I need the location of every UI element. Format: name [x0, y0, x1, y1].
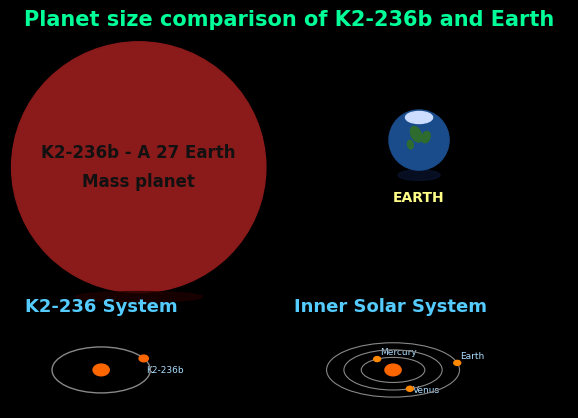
Text: Mercury: Mercury — [380, 348, 417, 357]
Text: K2-236 System: K2-236 System — [25, 298, 177, 316]
Ellipse shape — [398, 170, 440, 180]
Circle shape — [139, 355, 149, 362]
Ellipse shape — [407, 140, 413, 149]
Text: EARTH: EARTH — [393, 191, 445, 205]
Text: K2-236b - A 27 Earth: K2-236b - A 27 Earth — [42, 143, 236, 162]
Circle shape — [406, 386, 413, 391]
Text: Venus: Venus — [413, 386, 440, 395]
Ellipse shape — [422, 131, 430, 143]
Text: K2-236b: K2-236b — [147, 366, 184, 375]
Circle shape — [385, 364, 401, 376]
Ellipse shape — [389, 110, 449, 170]
Circle shape — [374, 357, 381, 362]
Ellipse shape — [410, 126, 422, 142]
Ellipse shape — [75, 292, 202, 302]
Text: Mass planet: Mass planet — [82, 173, 195, 191]
Ellipse shape — [12, 42, 266, 293]
Text: Earth: Earth — [460, 352, 484, 361]
Circle shape — [454, 360, 461, 365]
Text: Inner Solar System: Inner Solar System — [294, 298, 487, 316]
Circle shape — [93, 364, 109, 376]
Ellipse shape — [406, 112, 432, 123]
Text: Planet size comparison of K2-236b and Earth: Planet size comparison of K2-236b and Ea… — [24, 10, 554, 31]
